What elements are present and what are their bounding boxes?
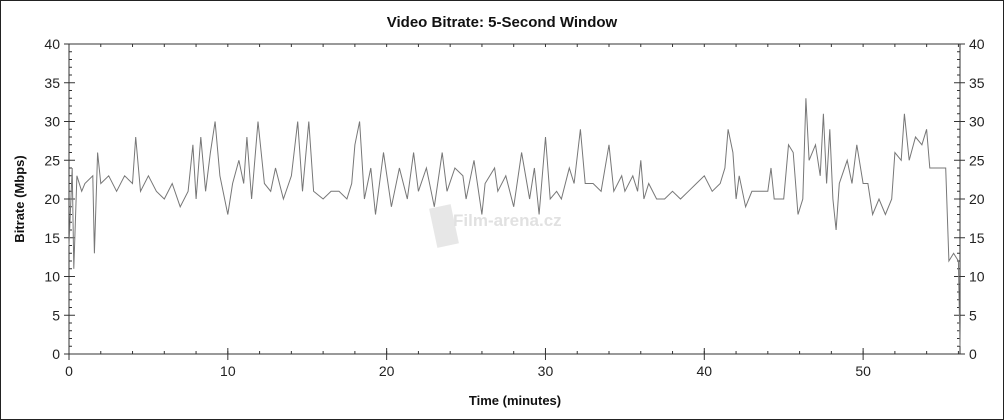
y-tick-label-right: 5 (969, 307, 977, 323)
y-tick-label: 30 (44, 114, 60, 130)
x-tick-label: 30 (538, 363, 554, 379)
y-tick-label: 0 (52, 346, 60, 362)
x-tick-label: 10 (220, 363, 236, 379)
y-tick-label: 25 (44, 152, 60, 168)
y-tick-label: 10 (44, 269, 60, 285)
bitrate-series-line (68, 98, 961, 347)
y-tick-label-right: 10 (969, 269, 985, 285)
svg-text:Film-arena.cz: Film-arena.cz (453, 211, 562, 230)
y-tick-label-right: 35 (969, 75, 985, 91)
x-tick-label: 0 (65, 363, 73, 379)
y-tick-label-right: 40 (969, 36, 985, 52)
x-tick-label: 50 (855, 363, 871, 379)
y-axis-label: Bitrate (Mbps) (12, 155, 27, 242)
y-tick-label: 20 (44, 191, 60, 207)
x-tick-label: 40 (697, 363, 713, 379)
y-tick-label: 35 (44, 75, 60, 91)
y-tick-label: 15 (44, 230, 60, 246)
y-tick-label: 5 (52, 307, 60, 323)
y-tick-label-right: 20 (969, 191, 985, 207)
y-tick-label-right: 0 (969, 346, 977, 362)
y-tick-label-right: 15 (969, 230, 985, 246)
y-tick-label-right: 30 (969, 114, 985, 130)
x-tick-label: 20 (379, 363, 395, 379)
watermark-logo: Film-arena.cz (429, 204, 562, 248)
chart-title: Video Bitrate: 5-Second Window (387, 14, 618, 31)
y-tick-label-right: 25 (969, 152, 985, 168)
y-tick-label: 40 (44, 36, 60, 52)
x-axis-label: Time (minutes) (469, 393, 561, 408)
